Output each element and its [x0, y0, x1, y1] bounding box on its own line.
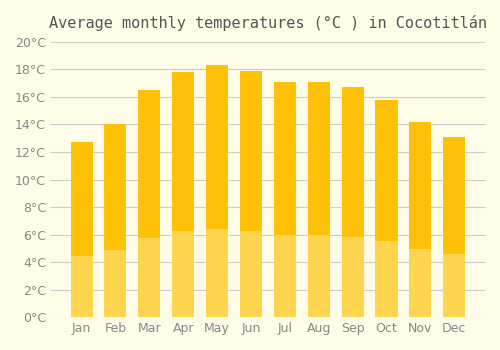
Bar: [410, 122, 432, 317]
Bar: [376, 100, 398, 241]
Bar: [172, 72, 194, 231]
Bar: [274, 235, 296, 317]
Title: Average monthly temperatures (°C ) in Cocotitlán: Average monthly temperatures (°C ) in Co…: [49, 15, 487, 31]
Bar: [308, 82, 330, 235]
Bar: [70, 142, 92, 317]
Bar: [410, 249, 432, 317]
Bar: [342, 87, 363, 237]
Bar: [104, 125, 126, 317]
Bar: [206, 65, 228, 317]
Bar: [342, 237, 363, 317]
Bar: [206, 65, 228, 229]
Bar: [240, 231, 262, 317]
Bar: [342, 87, 363, 317]
Bar: [70, 256, 92, 317]
Bar: [138, 90, 160, 238]
Bar: [240, 71, 262, 317]
Bar: [376, 100, 398, 317]
Bar: [274, 82, 296, 317]
Bar: [138, 238, 160, 317]
Bar: [172, 72, 194, 317]
Bar: [376, 241, 398, 317]
Bar: [172, 231, 194, 317]
Bar: [308, 235, 330, 317]
Bar: [308, 82, 330, 317]
Bar: [104, 125, 126, 250]
Bar: [443, 254, 466, 317]
Bar: [206, 229, 228, 317]
Bar: [104, 250, 126, 317]
Bar: [443, 137, 466, 317]
Bar: [443, 137, 466, 254]
Bar: [410, 122, 432, 249]
Bar: [274, 82, 296, 235]
Bar: [138, 90, 160, 317]
Bar: [70, 142, 92, 256]
Bar: [240, 71, 262, 231]
